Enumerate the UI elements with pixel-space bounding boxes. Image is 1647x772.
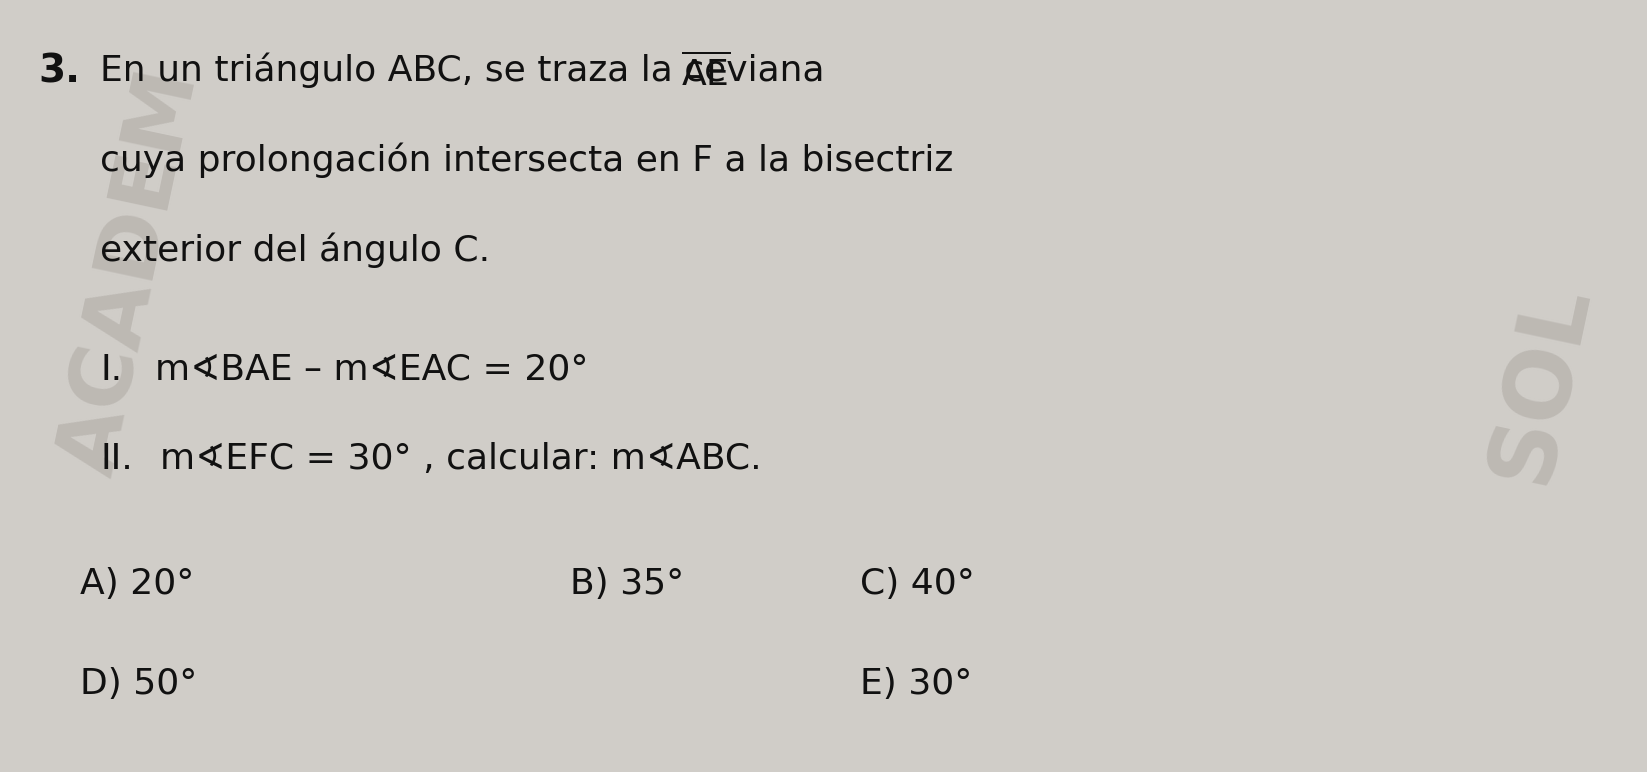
Text: m∢EFC = 30° , calcular: m∢ABC.: m∢EFC = 30° , calcular: m∢ABC. (160, 442, 761, 476)
Text: E) 30°: E) 30° (860, 667, 972, 701)
Text: exterior del ángulo C.: exterior del ángulo C. (100, 232, 491, 268)
Text: En un triángulo ABC, se traza la ceviana: En un triángulo ABC, se traza la ceviana (100, 52, 837, 88)
Text: D) 50°: D) 50° (81, 667, 198, 701)
Text: A) 20°: A) 20° (81, 567, 194, 601)
Text: m∢BAE – m∢EAC = 20°: m∢BAE – m∢EAC = 20° (155, 353, 588, 387)
Text: II.: II. (100, 442, 133, 476)
Text: B) 35°: B) 35° (570, 567, 684, 601)
Text: $\overline{\mathregular{AE}}$: $\overline{\mathregular{AE}}$ (680, 52, 730, 93)
Text: SOL: SOL (1476, 274, 1606, 491)
Text: I.: I. (100, 353, 122, 387)
Text: 3.: 3. (38, 52, 81, 91)
Text: C) 40°: C) 40° (860, 567, 975, 601)
Text: ACADEM: ACADEM (46, 63, 214, 483)
Text: cuya prolongación intersecta en F a la bisectriz: cuya prolongación intersecta en F a la b… (100, 143, 954, 178)
